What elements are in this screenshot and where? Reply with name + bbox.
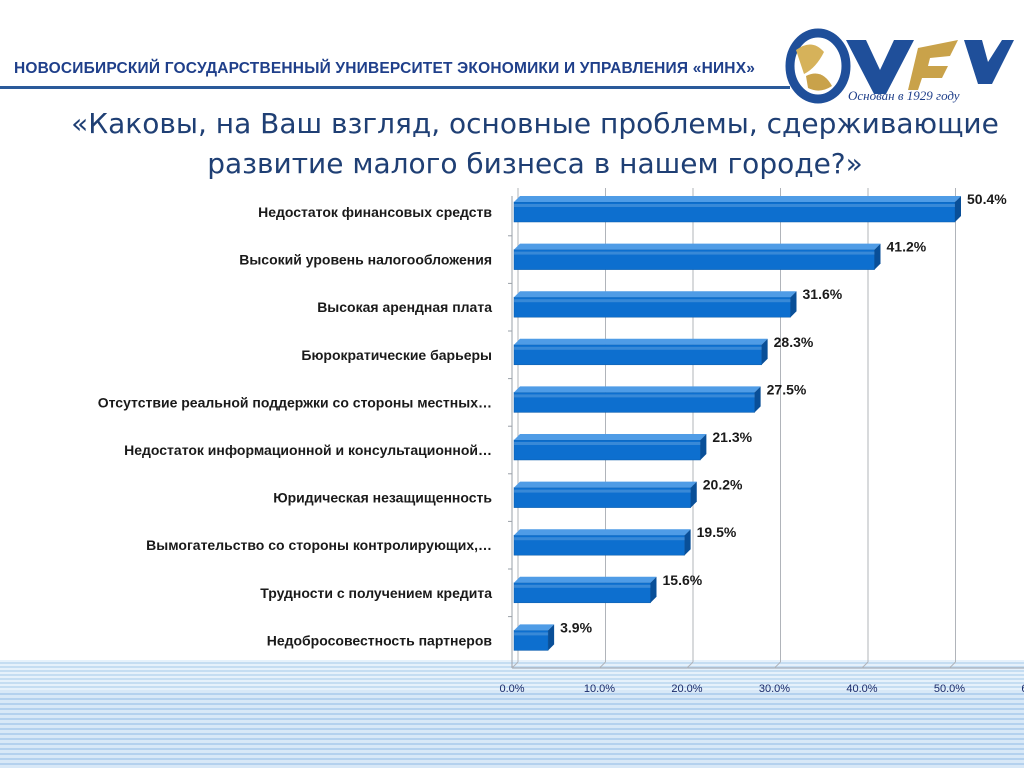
header-rule — [0, 86, 790, 89]
bar-top — [514, 481, 697, 488]
bar-highlight — [514, 204, 955, 207]
decorative-stripes — [0, 660, 1024, 768]
bar-value-label: 50.4% — [967, 191, 1007, 207]
category-label: Юридическая незащищенность — [273, 490, 492, 506]
category-label: Недобросовестность партнеров — [267, 632, 493, 648]
chart-title-line-2: развитие малого бизнеса в нашем городе?» — [207, 147, 863, 180]
gridline-depth — [686, 661, 694, 669]
bar-top — [514, 624, 555, 631]
category-label: Вымогательство со стороны контролирующих… — [146, 537, 492, 553]
bar-highlight — [514, 632, 549, 636]
bar-highlight — [514, 442, 701, 445]
bar-value-label: 21.3% — [712, 429, 752, 445]
x-tick-label: 60.0% — [1021, 683, 1024, 695]
bar-value-label: 31.6% — [803, 286, 843, 302]
bar-top — [514, 434, 707, 440]
gridline-depth — [949, 661, 956, 669]
bar-side — [684, 529, 691, 556]
bar-highlight — [514, 299, 791, 303]
gridline-depth — [861, 661, 869, 669]
category-label: Бюрократические барьеры — [301, 347, 492, 363]
bar-side — [548, 624, 555, 651]
chart-bars — [513, 196, 961, 651]
bar-side — [650, 576, 657, 603]
x-tick-label: 30.0% — [759, 683, 790, 695]
bar-side — [761, 338, 768, 365]
bar-value-label: 20.2% — [703, 477, 743, 493]
x-tick-label: 20.0% — [671, 683, 702, 695]
university-name: НОВОСИБИРСКИЙ ГОСУДАРСТВЕННЫЙ УНИВЕРСИТЕ… — [14, 60, 756, 77]
bar-value-label: 19.5% — [697, 524, 737, 540]
chart-title-line-1: «Каковы, на Ваш взгляд, основные проблем… — [71, 107, 999, 140]
category-label: Высокая арендная плата — [317, 299, 492, 315]
bar-side — [790, 291, 797, 318]
chart-labels: 0.0% 10.0% 20.0% 30.0% 40.0% 50.0% 60.0% 50.4% Н… — [98, 191, 1024, 695]
bar-top — [514, 243, 881, 250]
bar-top — [514, 529, 691, 536]
x-tick-label: 0.0% — [499, 683, 524, 695]
header: НОВОСИБИРСКИЙ ГОСУДАРСТВЕННЫЙ УНИВЕРСИТЕ… — [0, 0, 1024, 104]
category-label: Трудности с получением кредита — [260, 585, 492, 601]
bar-top — [514, 386, 761, 393]
bar-side — [955, 196, 961, 222]
bar-highlight — [514, 346, 762, 350]
category-label: Недостаток информационной и консультацио… — [124, 442, 492, 458]
x-tick-label: 10.0% — [584, 683, 615, 695]
bar-value-label: 3.9% — [560, 619, 592, 635]
bar-value-label: 15.6% — [663, 572, 703, 588]
gridline-depth — [774, 661, 781, 669]
category-label: Недостаток финансовых средств — [258, 204, 492, 220]
bar-side — [700, 434, 707, 460]
bar-side — [754, 386, 761, 413]
bar-side — [874, 243, 881, 270]
bar-value-label: 27.5% — [767, 381, 807, 397]
category-label: Высокий уровень налогообложения — [239, 252, 492, 268]
bar-value-label: 41.2% — [887, 239, 927, 255]
x-tick-label: 40.0% — [846, 683, 877, 695]
bar-value-label: 28.3% — [774, 334, 814, 350]
bar-highlight — [514, 537, 685, 541]
gridline-depth — [511, 661, 519, 669]
bar-top — [514, 196, 961, 202]
university-logo — [785, 28, 1014, 104]
founded-caption: Основан в 1929 году — [848, 88, 960, 103]
bar-top — [514, 576, 657, 583]
gridline-depth — [599, 661, 606, 669]
chart-title: «Каковы, на Ваш взгляд, основные проблем… — [60, 104, 1010, 184]
bar-highlight — [514, 251, 875, 255]
bar-highlight — [514, 489, 691, 493]
bar-highlight — [514, 394, 755, 398]
bar-top — [514, 338, 768, 345]
category-label: Отсутствие реальной поддержки со стороны… — [98, 394, 492, 410]
bar-side — [690, 481, 697, 508]
x-tick-label: 50.0% — [934, 683, 965, 695]
bar-highlight — [514, 584, 651, 588]
bar-top — [514, 291, 797, 298]
